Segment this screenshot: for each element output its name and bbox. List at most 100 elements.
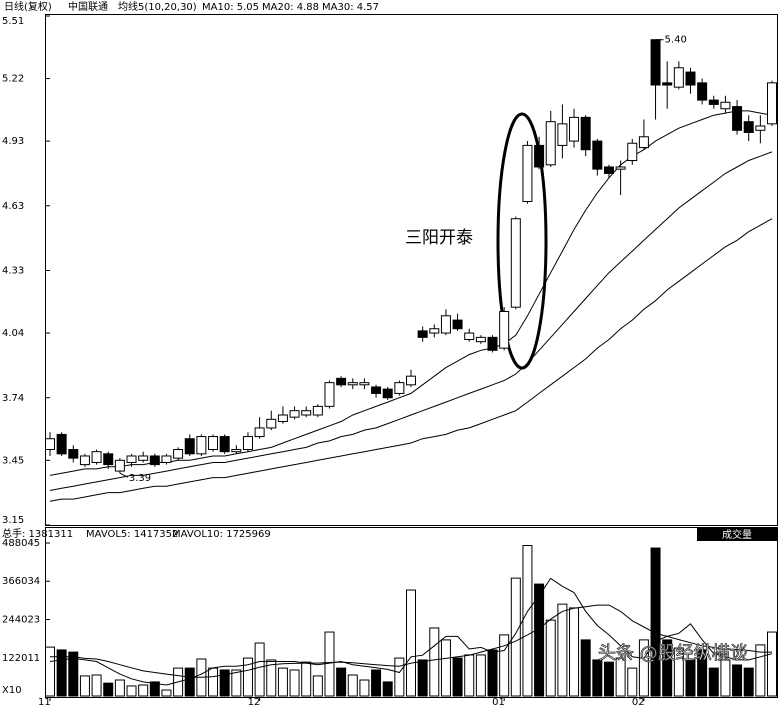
candle-body: [277, 414, 288, 422]
candle-body: [359, 382, 370, 386]
volume-bar: [277, 667, 288, 697]
volume-bar: [312, 675, 323, 697]
candle-body: [475, 336, 486, 343]
volume-bar: [429, 627, 440, 697]
candle-body: [196, 436, 207, 455]
candle-body: [149, 455, 160, 466]
candle-body: [79, 455, 90, 466]
volume-bar: [475, 654, 486, 697]
volume-ma-line: [49, 577, 773, 686]
volume-pane: [45, 527, 778, 698]
candle-body: [219, 436, 230, 453]
volume-bar: [242, 657, 253, 697]
header-text: 日线(复权): [4, 0, 52, 13]
y-tick-label: 3.15: [2, 515, 24, 526]
candle-body: [138, 455, 149, 461]
header-text: MA30: 4.57: [322, 2, 379, 13]
candle-body: [708, 99, 719, 105]
volume-bar: [184, 667, 195, 697]
candle-body: [429, 328, 440, 334]
volume-bar: [417, 659, 428, 697]
volume-tick-label: 122011: [2, 653, 40, 664]
volume-bar: [138, 684, 149, 697]
volume-bar: [545, 619, 556, 697]
volume-tick-label: 488045: [2, 538, 40, 549]
volume-bar: [499, 634, 510, 697]
candle-body: [767, 82, 777, 125]
candle-body: [68, 449, 79, 459]
candle-body: [452, 319, 463, 330]
candle-body: [242, 436, 253, 451]
volume-bar: [301, 661, 312, 697]
candle-body: [382, 388, 393, 399]
candle-body: [569, 116, 580, 142]
volume-bar: [382, 681, 393, 697]
volume-bar: [452, 657, 463, 697]
volume-panel-label[interactable]: 成交量: [722, 528, 752, 541]
candle-body: [638, 136, 649, 149]
candle-body: [254, 427, 265, 438]
volume-header-text: MAVOL10: 1725969: [172, 529, 271, 540]
y-tick-label: 4.93: [2, 136, 24, 147]
volume-bar: [662, 639, 673, 697]
candle-body: [673, 67, 684, 88]
y-tick-label: 4.04: [2, 328, 24, 339]
candle-body: [173, 449, 184, 459]
candle-body: [510, 218, 521, 308]
volume-unit-label: X10: [2, 685, 22, 696]
candle-body: [580, 116, 591, 151]
candle-body: [336, 377, 347, 386]
candle-body: [103, 453, 114, 466]
volume-bar: [510, 577, 521, 697]
volume-bar: [522, 545, 533, 697]
volume-bar: [289, 669, 300, 697]
candle-body: [615, 166, 626, 170]
candle-body: [347, 382, 358, 386]
candle-body: [371, 386, 382, 394]
header-text: MA20: 4.88: [262, 2, 319, 13]
volume-bar: [219, 669, 230, 697]
volume-bar: [650, 547, 661, 697]
candle-body: [627, 142, 638, 162]
volume-bar: [464, 654, 475, 697]
volume-bar: [603, 661, 614, 697]
candle-body: [603, 166, 614, 174]
candle-body: [662, 82, 673, 86]
volume-panel-button[interactable]: [697, 528, 777, 541]
candle-body: [522, 144, 533, 202]
candle-body: [161, 455, 172, 463]
candle-body: [417, 330, 428, 338]
low-label: 3.39: [129, 473, 151, 484]
volume-bar: [755, 644, 766, 697]
volume-bar: [208, 667, 219, 697]
candle-body: [534, 144, 545, 168]
volume-bar: [534, 583, 545, 697]
volume-bar: [45, 646, 55, 697]
candle-body: [499, 310, 510, 349]
candle-body: [91, 451, 102, 463]
candle-body: [545, 121, 556, 166]
candle-body: [464, 332, 475, 341]
candle-body: [301, 410, 312, 416]
candle-body: [289, 410, 300, 418]
volume-bar: [592, 659, 603, 697]
volume-bar: [487, 649, 498, 697]
volume-bar: [91, 674, 102, 697]
low-pointer: [119, 472, 129, 478]
candle-body: [685, 71, 696, 86]
volume-bar: [615, 657, 626, 697]
candle-body: [184, 438, 195, 455]
candle-body: [557, 123, 568, 146]
candle-body: [312, 405, 323, 416]
volume-tick-label: 366034: [2, 576, 40, 587]
y-tick-label: 5.51: [2, 16, 24, 27]
candle-body: [208, 436, 219, 451]
volume-bar: [708, 667, 719, 697]
header-text: 均线5(10,20,30): [118, 0, 197, 13]
x-tick-label: 11: [38, 697, 51, 707]
high-label: 5.40: [665, 35, 687, 46]
volume-bar: [359, 679, 370, 697]
volume-bar: [254, 642, 265, 697]
candle-body: [592, 140, 603, 170]
